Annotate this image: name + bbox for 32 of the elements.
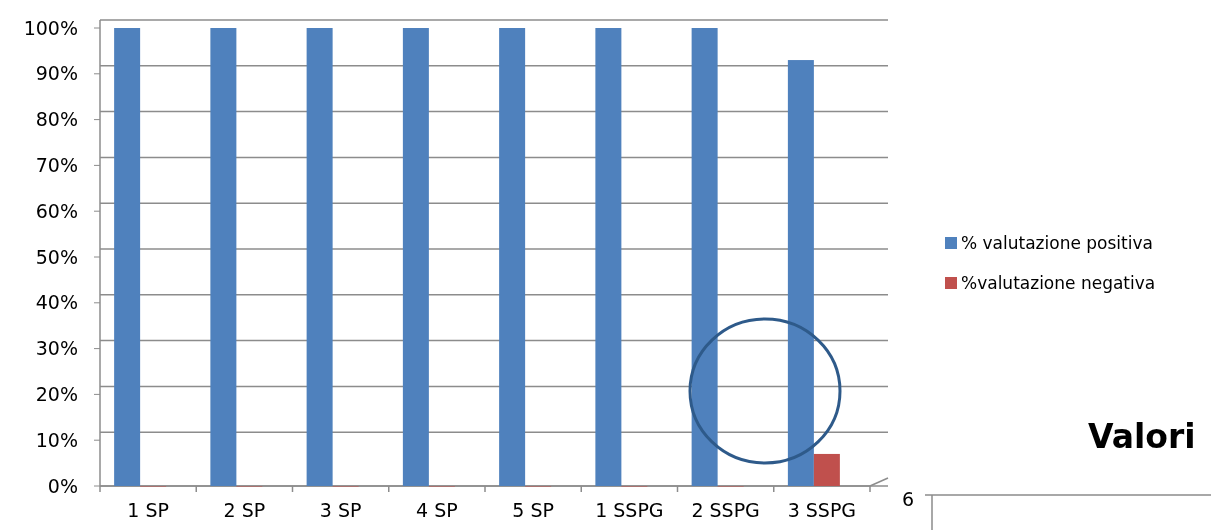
x-tick-label: 4 SP <box>416 499 458 521</box>
bar <box>691 28 718 486</box>
x-tick-label: 3 SSPG <box>787 499 857 521</box>
legend-label: % valutazione positiva <box>961 232 1153 253</box>
bar <box>306 28 333 486</box>
x-tick-label: 3 SP <box>319 499 362 521</box>
x-tick-label: 2 SSPG <box>691 499 760 521</box>
bar <box>595 28 622 486</box>
x-tick-label: 1 SP <box>127 499 169 521</box>
y-tick-label: 90% <box>35 62 78 85</box>
bar <box>499 28 526 486</box>
y-tick-label: 60% <box>35 199 78 222</box>
x-tick-label: 5 SP <box>512 499 554 521</box>
x-tick-label: 1 SSPG <box>595 499 664 521</box>
y-tick-label: 10% <box>35 428 78 451</box>
y-tick-label: 50% <box>35 245 78 268</box>
x-tick-label: 2 SP <box>223 499 266 521</box>
y-tick-label: 0% <box>47 474 78 497</box>
bar <box>210 28 237 486</box>
bar <box>813 453 840 486</box>
y-tick-label: 40% <box>35 291 78 314</box>
bar <box>402 28 429 486</box>
y-tick-label: 80% <box>35 108 78 131</box>
y-tick-label: 100% <box>23 16 78 39</box>
text: Valori <box>1088 417 1196 456</box>
bar <box>787 60 814 486</box>
legend-label: %valutazione negativa <box>961 272 1156 293</box>
text: 6 <box>902 488 915 510</box>
y-tick-label: 30% <box>35 337 78 360</box>
y-tick-label: 20% <box>35 383 78 406</box>
y-tick-label: 70% <box>35 154 78 177</box>
bar <box>114 28 141 486</box>
